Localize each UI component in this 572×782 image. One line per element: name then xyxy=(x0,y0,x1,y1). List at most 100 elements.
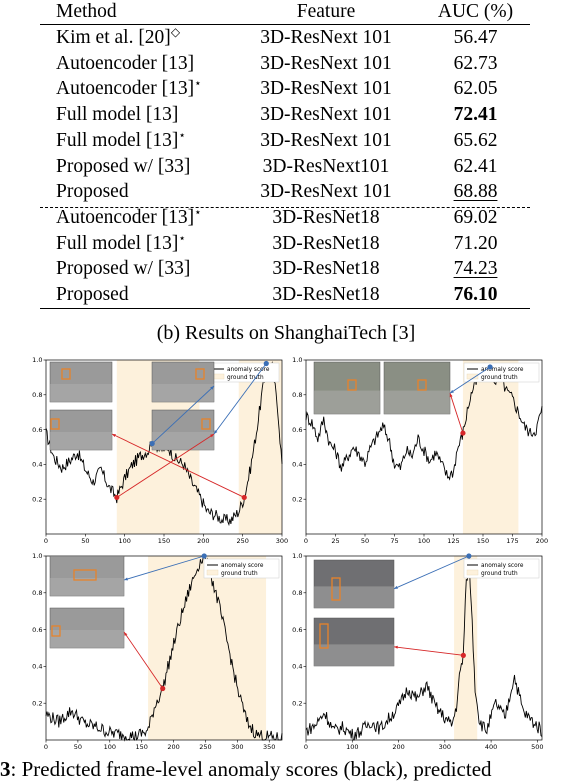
feature-cell: 3D-ResNext 101 xyxy=(260,78,392,100)
auc-cell: 76.10 xyxy=(421,282,530,308)
table-row: Proposed 3D-ResNext 101 68.88 xyxy=(40,179,530,205)
legend-score-label: anomaly score xyxy=(481,367,524,373)
legend-truth-swatch xyxy=(466,569,479,576)
auc-cell: 68.88 xyxy=(421,179,530,205)
results-table: Method Feature AUC (%) Kim et al. [20]◇ 3… xyxy=(40,0,530,309)
blue-arrow xyxy=(393,555,470,590)
method-cell: Proposed xyxy=(40,179,231,205)
method-name: Autoencoder [13] xyxy=(56,52,195,74)
table-row: Autoencoder [13] 3D-ResNext 101 62.73 xyxy=(40,51,530,77)
table-body: Kim et al. [20]◇ 3D-ResNext 101 56.47 Autoe… xyxy=(40,25,530,309)
red-arrow xyxy=(111,433,245,498)
y-tick-label: 0.8 xyxy=(32,589,42,597)
legend-score-label: anomaly score xyxy=(227,367,270,373)
x-tick-label: 250 xyxy=(236,537,248,545)
detection-box xyxy=(319,623,329,649)
header-method: Method xyxy=(56,1,117,22)
red-marker xyxy=(160,685,166,692)
method-cell: Proposed xyxy=(40,282,231,308)
auc-value: 62.41 xyxy=(453,155,498,177)
y-tick-label: 1.0 xyxy=(32,552,42,560)
thumbnail-image xyxy=(49,361,113,403)
x-tick-label: 250 xyxy=(199,743,211,751)
feature-cell: 3D-ResNext 101 xyxy=(260,104,392,126)
table-row: Proposed w/ [33] 3D-ResNext101 62.41 xyxy=(40,154,530,180)
anomaly-score-line xyxy=(45,554,283,742)
detection-box xyxy=(61,368,71,380)
auc-value: 56.47 xyxy=(453,27,498,48)
subcaption: (b) Results on ShanghaiTech [3] xyxy=(156,322,416,344)
legend-truth-swatch xyxy=(212,373,225,380)
x-tick-label: 100 xyxy=(118,537,130,545)
table-row: Full model [13]⋆ 3D-ResNext 101 65.62 xyxy=(40,128,530,154)
auc-value: 72.41 xyxy=(453,104,498,126)
y-tick-label: 0.6 xyxy=(32,626,42,634)
method-cell: Proposed w/ [33] xyxy=(40,256,231,282)
x-tick-label: 50 xyxy=(74,743,82,751)
blue-marker xyxy=(466,553,472,559)
thumbnail-image xyxy=(151,409,215,451)
plot-frame xyxy=(305,555,543,741)
table-row: Autoencoder [13]⋆ 3D-ResNet18 69.02 xyxy=(40,205,530,231)
ground-truth-region xyxy=(148,556,267,740)
method-name: Autoencoder [13] xyxy=(56,206,195,228)
method-mark: ⋆ xyxy=(194,204,202,219)
thumbnail-frame xyxy=(151,361,215,403)
red-marker xyxy=(460,430,466,436)
auc-value: 62.05 xyxy=(453,78,498,100)
method-cell: Autoencoder [13]⋆ xyxy=(40,205,231,231)
x-tick-label: 200 xyxy=(536,537,548,545)
thumbnail-image xyxy=(49,555,125,597)
y-tick-label: 0.4 xyxy=(32,663,42,671)
thumbnail-ground xyxy=(50,384,112,402)
y-tick-label: 0.8 xyxy=(292,589,302,597)
blue-marker xyxy=(487,364,493,370)
auc-value: 74.23 xyxy=(453,258,498,280)
x-tick-label: 0 xyxy=(304,743,308,751)
x-tick-label: 500 xyxy=(531,743,543,751)
legend-box xyxy=(463,558,540,579)
y-tick-label: 0.2 xyxy=(292,699,302,707)
blue-arrow xyxy=(123,555,205,581)
anomaly-score-line xyxy=(305,558,543,741)
plot-panel-2: 0 25 50 75 100 125 150 175 200 0.2 0.4 0.6 0.8 1.0 ano… xyxy=(292,356,548,545)
auc-cell: 62.73 xyxy=(421,51,530,77)
table-row: Full model [13]⋆ 3D-ResNet18 71.20 xyxy=(40,231,530,257)
thumbnail-ground xyxy=(152,432,214,450)
x-tick-label: 200 xyxy=(197,537,209,545)
x-tick-label: 150 xyxy=(477,537,489,545)
detection-box xyxy=(347,379,357,391)
method-name: Full model [13] xyxy=(56,104,179,126)
y-tick-label: 1.0 xyxy=(292,552,302,560)
feature-cell: 3D-ResNext 101 xyxy=(260,27,392,48)
blue-arrowhead xyxy=(124,577,128,581)
auc-value: 62.73 xyxy=(453,52,498,74)
feature-cell: 3D-ResNext 101 xyxy=(260,181,392,203)
y-tick-label: 1.0 xyxy=(32,356,42,364)
y-tick-label: 0.4 xyxy=(292,461,302,469)
header-feature: Feature xyxy=(296,1,356,22)
y-tick-label: 1.0 xyxy=(292,356,302,364)
x-tick-label: 75 xyxy=(390,537,398,545)
y-tick-label: 0.4 xyxy=(32,461,42,469)
table-header-row: Method Feature AUC (%) xyxy=(40,0,530,25)
x-tick-label: 50 xyxy=(361,537,369,545)
auc-cell: 56.47 xyxy=(421,25,530,51)
table-row: Proposed 3D-ResNet18 76.10 xyxy=(40,282,530,309)
thumbnail-frame xyxy=(151,409,215,451)
method-name: Proposed xyxy=(56,284,129,306)
x-tick-label: 200 xyxy=(167,743,179,751)
y-tick-label: 0.6 xyxy=(32,426,42,434)
blue-arrowhead xyxy=(214,430,218,434)
thumbnail-frame xyxy=(313,617,395,667)
thumbnail-ground xyxy=(50,630,124,648)
method-cell: Autoencoder [13] xyxy=(40,51,231,77)
x-tick-label: 0 xyxy=(304,537,308,545)
thumbnail-image xyxy=(383,361,451,415)
auc-value: 76.10 xyxy=(453,284,498,306)
figure-caption-text: : Predicted frame-level anomaly scores (… xyxy=(10,757,492,781)
auc-cell: 71.20 xyxy=(421,231,530,257)
thumbnail-image xyxy=(49,409,113,451)
thumbnail-image xyxy=(313,361,381,415)
detection-box xyxy=(51,625,61,637)
